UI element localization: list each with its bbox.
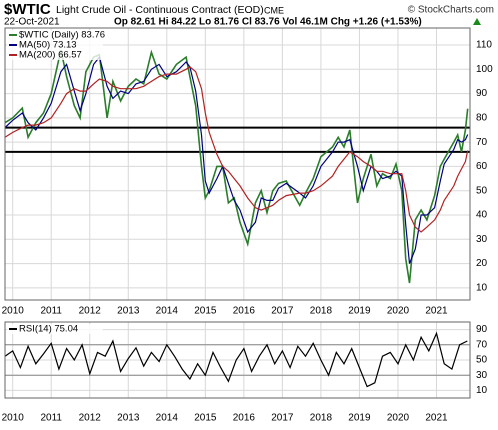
legend-bg (7, 324, 103, 334)
x-tick-label: 2018 (310, 413, 333, 424)
x-tick-label: 2020 (387, 306, 410, 317)
x-tick-label: 2011 (40, 413, 62, 424)
legend-label: MA(200) 66.57 (19, 50, 82, 61)
y-tick-label: 80 (476, 112, 488, 123)
x-tick-label: 2019 (348, 306, 371, 317)
y-tick-label: 50 (476, 185, 488, 196)
y-tick-label: 70 (476, 339, 488, 350)
symbol: $WTIC (4, 1, 51, 18)
y-tick-label: 100 (476, 64, 493, 75)
x-tick-label: 2010 (2, 413, 25, 424)
credit: © StockCharts.com (408, 5, 494, 16)
plot-frame (4, 321, 471, 399)
up-arrow (473, 18, 481, 25)
x-tick-label: 2016 (233, 306, 256, 317)
y-tick-label: 20 (476, 258, 488, 269)
x-tick-label: 2015 (194, 413, 217, 424)
x-tick-label: 2017 (271, 413, 294, 424)
x-tick-label: 2016 (233, 413, 256, 424)
y-tick-label: 10 (476, 282, 488, 293)
series-line (4, 55, 469, 264)
x-tick-label: 2021 (425, 306, 448, 317)
legend-bg (7, 40, 103, 50)
x-tick-label: 2017 (271, 306, 294, 317)
x-tick-label: 2014 (156, 413, 179, 424)
legend-bg (7, 50, 103, 60)
x-tick-label: 2012 (79, 413, 102, 424)
y-tick-label: 30 (476, 234, 488, 245)
x-tick-label: 2014 (156, 306, 179, 317)
x-tick-label: 2018 (310, 306, 333, 317)
x-tick-label: 2010 (2, 306, 25, 317)
series-line (4, 49, 469, 284)
x-tick-label: 2020 (387, 413, 410, 424)
y-tick-label: 90 (476, 324, 488, 335)
y-tick-label: 40 (476, 210, 488, 221)
exchange: CME (264, 5, 284, 15)
y-tick-label: 30 (476, 370, 488, 381)
y-tick-label: 60 (476, 161, 488, 172)
legend-label: MA(50) 73.13 (19, 40, 77, 51)
y-tick-label: 110 (476, 40, 492, 51)
y-tick-label: 10 (476, 385, 488, 396)
series-line (4, 331, 468, 388)
plot-frame (4, 27, 471, 301)
legend-label: RSI(14) 75.04 (19, 324, 78, 335)
x-tick-label: 2019 (348, 413, 371, 424)
x-tick-label: 2021 (425, 413, 448, 424)
x-tick-label: 2013 (117, 413, 140, 424)
y-tick-label: 70 (476, 137, 488, 148)
y-tick-label: 50 (476, 355, 488, 366)
y-tick-label: 90 (476, 88, 488, 99)
stats: Op 82.61 Hi 84.22 Lo 81.76 Cl 83.76 Vol … (114, 17, 422, 28)
instrument-name: Light Crude Oil - Continuous Contract (E… (56, 4, 264, 16)
x-tick-label: 2013 (117, 306, 140, 317)
series-line (4, 66, 469, 233)
x-tick-label: 2012 (79, 306, 102, 317)
legend-bg (7, 30, 103, 40)
legend-label: $WTIC (Daily) 83.76 (19, 30, 105, 41)
x-tick-label: 2015 (194, 306, 217, 317)
x-tick-label: 2011 (40, 306, 62, 317)
date: 22-Oct-2021 (4, 17, 60, 28)
